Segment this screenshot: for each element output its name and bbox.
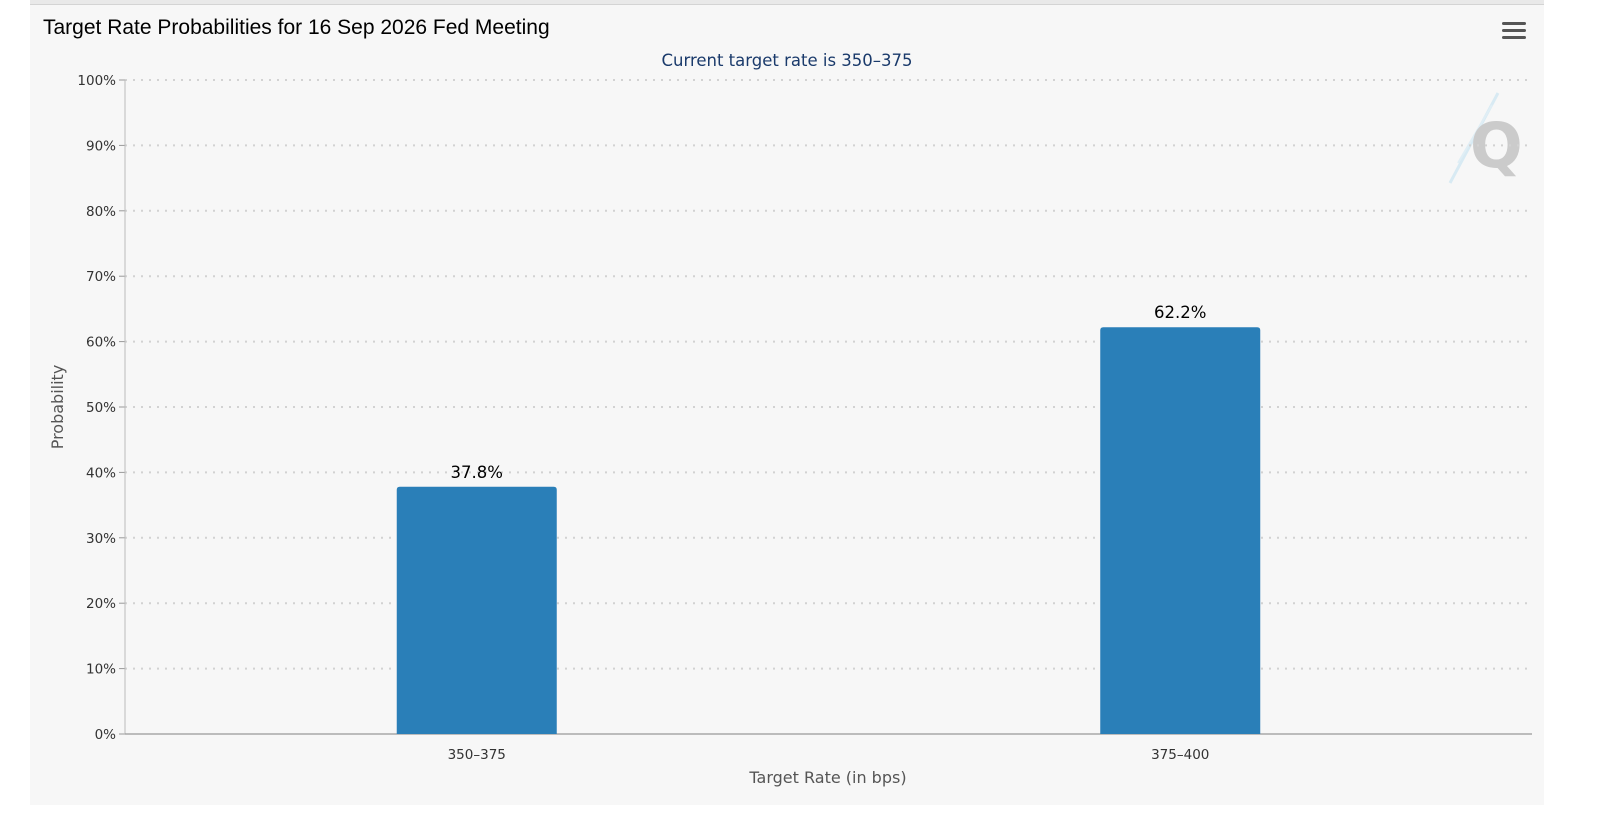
- y-tick-label: 30%: [86, 531, 116, 547]
- y-tick-label: 80%: [86, 204, 116, 220]
- bar[interactable]: [396, 486, 557, 734]
- bar-chart: Q Current target rate is 350–375 0% 10% 20…: [48, 51, 1532, 787]
- x-axis-ticks: 350–375 375–400: [448, 747, 1210, 763]
- y-tick-label: 100%: [77, 73, 116, 89]
- y-tick-label: 70%: [86, 269, 116, 285]
- x-tick-label: 350–375: [448, 747, 506, 763]
- q-logo-icon: Q: [1448, 92, 1523, 184]
- y-tick-label: 0%: [95, 727, 117, 743]
- chart-title: Target Rate Probabilities for 16 Sep 202…: [43, 16, 550, 39]
- chart-subtitle: Current target rate is 350–375: [661, 51, 912, 70]
- y-tick-label: 10%: [86, 662, 116, 678]
- top-tab-strip: [30, 0, 1544, 5]
- bar-data-label: 62.2%: [1154, 303, 1206, 322]
- y-axis-ticks: 0% 10% 20% 30% 40% 50% 60% 70% 80% 90% 100%: [77, 73, 125, 743]
- x-axis-title: Target Rate (in bps): [748, 768, 906, 787]
- chart-panel: Target Rate Probabilities for 16 Sep 202…: [30, 5, 1544, 805]
- hamburger-menu-icon: [1502, 22, 1526, 25]
- bars: 37.8% 62.2%: [396, 303, 1261, 734]
- y-tick-label: 60%: [86, 335, 116, 351]
- grid-lines: [125, 79, 1532, 670]
- bar-data-label: 37.8%: [451, 463, 503, 482]
- y-axis-title: Probability: [48, 365, 67, 450]
- bar[interactable]: [1100, 327, 1261, 734]
- y-tick-label: 40%: [86, 465, 116, 481]
- y-tick-label: 90%: [86, 138, 116, 154]
- x-tick-label: 375–400: [1151, 747, 1209, 763]
- chart-menu-button[interactable]: [1502, 22, 1526, 44]
- y-tick-label: 20%: [86, 596, 116, 612]
- y-tick-label: 50%: [86, 400, 116, 416]
